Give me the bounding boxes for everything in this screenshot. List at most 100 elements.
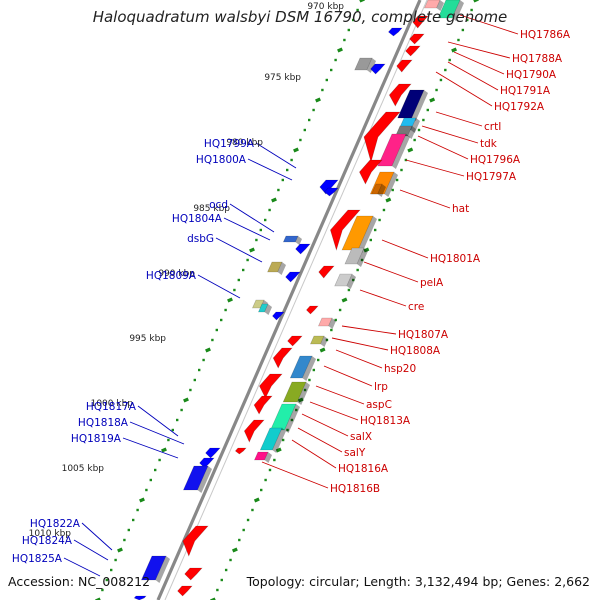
tick-dot-outer — [303, 388, 307, 392]
forward-gene-arrow[interactable] — [287, 335, 303, 347]
reverse-gene-label[interactable]: HQ1799A — [204, 138, 255, 150]
forward-gene-label[interactable]: HQ1788A — [512, 53, 563, 65]
forward-gene-label[interactable]: hsp20 — [384, 363, 416, 375]
reverse-gene-block[interactable] — [282, 235, 299, 243]
forward-gene-arrow[interactable] — [182, 525, 209, 557]
forward-gene-block[interactable] — [437, 0, 461, 19]
forward-gene-arrow[interactable] — [259, 373, 283, 399]
reverse-gene-arrow[interactable] — [205, 447, 221, 459]
forward-gene-label[interactable]: pelA — [420, 277, 444, 289]
forward-gene-block[interactable] — [282, 381, 307, 403]
reverse-gene-arrow[interactable] — [272, 311, 285, 321]
forward-gene-block[interactable] — [259, 427, 283, 451]
tick-dot-inner — [198, 368, 201, 372]
forward-gene-block[interactable] — [344, 247, 365, 265]
reverse-gene-arrow[interactable] — [388, 27, 403, 37]
forward-gene-label[interactable]: HQ1816B — [330, 483, 380, 495]
reverse-gene-arrow[interactable] — [324, 187, 339, 197]
forward-gene-arrow[interactable] — [253, 395, 273, 415]
forward-label-leader — [301, 413, 349, 437]
forward-gene-arrow[interactable] — [306, 305, 319, 315]
forward-gene-label[interactable]: HQ1801A — [430, 253, 481, 265]
forward-gene-arrow[interactable] — [234, 447, 247, 455]
forward-gene-block[interactable] — [371, 183, 383, 195]
reverse-gene-label[interactable]: dsbG — [187, 233, 214, 245]
forward-gene-label[interactable]: lrp — [374, 381, 388, 393]
reverse-gene-arrow[interactable] — [199, 457, 215, 469]
tick-dot-outer — [461, 28, 465, 32]
reverse-gene-arrow[interactable] — [133, 595, 147, 601]
reverse-gene-arrow[interactable] — [370, 63, 386, 75]
forward-gene-arrow[interactable] — [409, 33, 425, 45]
forward-gene-arrow[interactable] — [363, 111, 401, 164]
forward-gene-label[interactable]: HQ1808A — [390, 345, 441, 357]
forward-gene-block[interactable] — [424, 0, 441, 9]
forward-gene-block[interactable] — [289, 355, 313, 379]
forward-gene-label[interactable]: HQ1791A — [500, 85, 551, 97]
forward-gene-block[interactable] — [254, 451, 269, 461]
reverse-gene-label[interactable]: HQ1824A — [22, 535, 73, 547]
forward-gene-arrow[interactable] — [177, 585, 193, 597]
tick-dot-inner — [123, 538, 126, 542]
reverse-gene-block[interactable] — [140, 555, 167, 581]
reverse-gene-label[interactable]: HQ1822A — [30, 518, 81, 530]
forward-gene-label[interactable]: tdk — [480, 138, 498, 150]
reverse-gene-label[interactable]: HQ1809A — [146, 270, 197, 282]
reverse-gene-block[interactable] — [354, 57, 373, 71]
forward-gene-block[interactable] — [377, 133, 407, 167]
scale-label: 1000 kbp — [91, 399, 134, 409]
forward-gene-block[interactable] — [334, 273, 353, 287]
forward-gene-block[interactable] — [395, 125, 413, 137]
reverse-gene-label[interactable]: HQ1804A — [172, 213, 223, 225]
reverse-gene-label[interactable]: HQ1825A — [12, 553, 63, 565]
reverse-gene-label[interactable]: HQ1819A — [71, 433, 122, 445]
tick-dot-outer — [216, 588, 219, 592]
forward-gene-arrow[interactable] — [318, 265, 335, 279]
forward-gene-label[interactable]: HQ1807A — [398, 329, 449, 341]
reverse-gene-label[interactable]: HQ1800A — [196, 154, 247, 166]
forward-gene-arrow[interactable] — [243, 419, 265, 443]
forward-gene-arrow[interactable] — [388, 83, 412, 107]
forward-gene-label[interactable]: aspC — [366, 399, 392, 411]
reverse-gene-arrow[interactable] — [285, 271, 301, 283]
forward-gene-label[interactable]: crtI — [484, 121, 501, 133]
forward-gene-arrow[interactable] — [405, 45, 421, 57]
reverse-gene-label[interactable]: HQ1818A — [78, 417, 129, 429]
forward-gene-block[interactable] — [318, 317, 333, 327]
forward-gene-label[interactable]: HQ1816A — [338, 463, 389, 475]
forward-gene-label[interactable]: HQ1792A — [494, 101, 545, 113]
reverse-gene-block[interactable] — [267, 261, 283, 273]
forward-gene-block[interactable] — [270, 403, 297, 431]
forward-gene-label[interactable]: HQ1797A — [466, 171, 517, 183]
reverse-gene-label[interactable]: ocd — [209, 199, 228, 211]
forward-gene-label[interactable]: cre — [408, 301, 424, 313]
forward-gene-arrow[interactable] — [396, 59, 413, 73]
forward-gene-arrow[interactable] — [359, 159, 383, 185]
forward-gene-label[interactable]: HQ1813A — [360, 415, 411, 427]
forward-gene-label[interactable]: HQ1790A — [506, 69, 557, 81]
reverse-label-leader — [81, 522, 113, 551]
forward-gene-arrow[interactable] — [412, 15, 429, 29]
forward-label-leader — [399, 189, 451, 209]
forward-gene-arrow[interactable] — [330, 209, 361, 252]
tick-dot-inner — [117, 547, 123, 553]
forward-gene-arrow[interactable] — [184, 567, 203, 581]
forward-gene-label[interactable]: hat — [452, 203, 469, 215]
gene-labels[interactable]: HQ1786A HQ1788A HQ1790A HQ1791A HQ1792A crtI t… — [12, 29, 571, 565]
forward-gene-block[interactable] — [310, 335, 325, 345]
forward-gene-arrow[interactable] — [272, 347, 293, 369]
forward-gene-label[interactable]: salY — [344, 447, 366, 459]
reverse-gene-label[interactable]: HQ1817A — [86, 401, 137, 413]
reverse-label-leader — [255, 142, 297, 169]
feature-track[interactable] — [133, 0, 464, 601]
tick-dot-inner — [171, 428, 174, 432]
forward-gene-label[interactable]: salX — [350, 431, 372, 443]
reverse-gene-arrow[interactable] — [295, 243, 311, 255]
reverse-gene-block-shade — [264, 304, 272, 315]
reverse-gene-block[interactable] — [182, 465, 209, 491]
reverse-gene-block[interactable] — [258, 303, 269, 313]
forward-gene-label[interactable]: HQ1786A — [520, 29, 571, 41]
forward-gene-label[interactable]: HQ1796A — [470, 154, 521, 166]
